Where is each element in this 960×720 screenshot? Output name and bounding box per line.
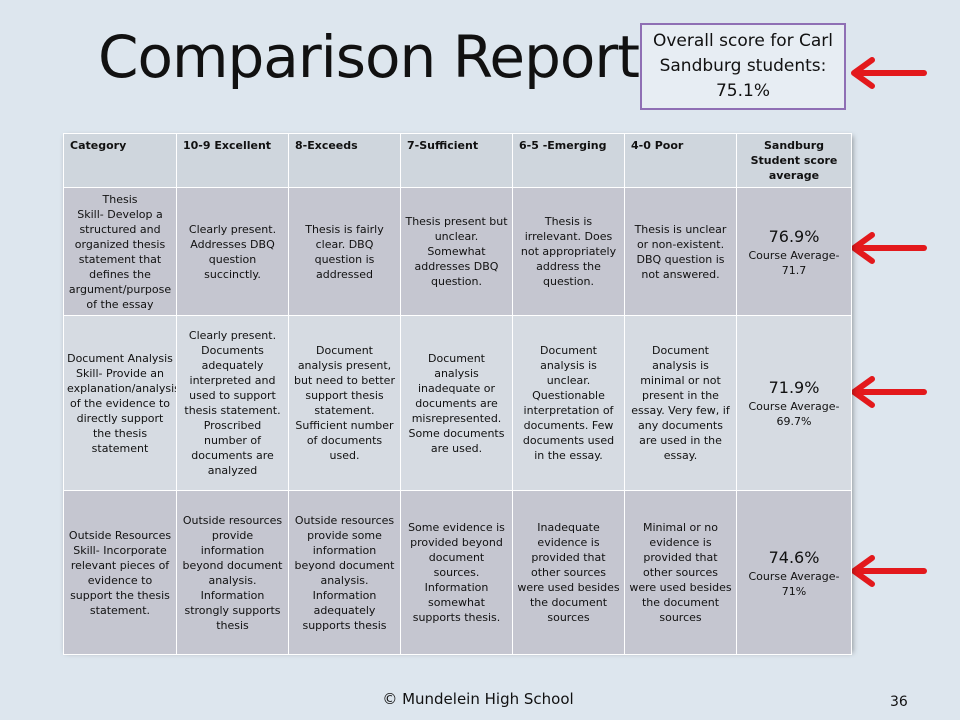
table-row: Document Analysis Skill- Provide an expl… [63, 315, 852, 491]
column-header: 8-Exceeds [288, 133, 401, 188]
score-cell: 71.9% Course Average- 69.7% [736, 315, 852, 491]
page-number: 36 [890, 694, 908, 710]
red-arrow-icon [851, 376, 927, 408]
category-cell: Thesis Skill- Develop a structured and o… [63, 187, 177, 316]
table-row: Outside Resources Skill- Incorporate rel… [63, 490, 852, 655]
rubric-cell: Some evidence is provided beyond documen… [400, 490, 513, 655]
red-arrow-icon [851, 232, 927, 264]
column-header: 7-Sufficient [400, 133, 513, 188]
rubric-cell: Outside resources provide information be… [176, 490, 289, 655]
score-value: 74.6% [768, 547, 820, 567]
overall-score-callout: Overall score for Carl Sandburg students… [640, 23, 846, 110]
column-header: 4-0 Poor [624, 133, 737, 188]
table-header-row: Category 10-9 Excellent 8-Exceeds 7-Suff… [63, 133, 852, 188]
course-average: Course Average- 71.7 [748, 248, 840, 277]
page-title: Comparison Reports [98, 23, 669, 91]
rubric-cell: Thesis present but unclear. Somewhat add… [400, 187, 513, 316]
rubric-cell: Thesis is irrelevant. Does not appropria… [512, 187, 625, 316]
column-header: 6-5 -Emerging [512, 133, 625, 188]
rubric-cell: Thesis is fairly clear. DBQ question is … [288, 187, 401, 316]
rubric-cell: Minimal or no evidence is provided that … [624, 490, 737, 655]
rubric-cell: Inadequate evidence is provided that oth… [512, 490, 625, 655]
category-cell: Document Analysis Skill- Provide an expl… [63, 315, 177, 491]
rubric-cell: Document analysis present, but need to b… [288, 315, 401, 491]
rubric-table-container: Category 10-9 Excellent 8-Exceeds 7-Suff… [63, 133, 852, 655]
score-cell: 76.9% Course Average- 71.7 [736, 187, 852, 316]
red-arrow-icon [851, 57, 927, 89]
rubric-cell: Document analysis inadequate or document… [400, 315, 513, 491]
rubric-table: Category 10-9 Excellent 8-Exceeds 7-Suff… [63, 133, 852, 655]
rubric-cell: Document analysis is unclear. Questionab… [512, 315, 625, 491]
column-header: Sandburg Student score average [736, 133, 852, 188]
rubric-cell: Clearly present. Documents adequately in… [176, 315, 289, 491]
score-cell: 74.6% Course Average- 71% [736, 490, 852, 655]
rubric-cell: Outside resources provide some informati… [288, 490, 401, 655]
footer-copyright: © Mundelein High School [382, 690, 574, 708]
column-header: Category [63, 133, 177, 188]
rubric-cell: Thesis is unclear or non-existent. DBQ q… [624, 187, 737, 316]
course-average: Course Average- 71% [748, 569, 840, 598]
rubric-cell: Document analysis is minimal or not pres… [624, 315, 737, 491]
score-value: 71.9% [768, 378, 820, 397]
course-average: Course Average- 69.7% [748, 400, 840, 428]
column-header: 10-9 Excellent [176, 133, 289, 188]
red-arrow-icon [851, 555, 927, 587]
score-value: 76.9% [768, 226, 820, 246]
rubric-cell: Clearly present. Addresses DBQ question … [176, 187, 289, 316]
category-cell: Outside Resources Skill- Incorporate rel… [63, 490, 177, 655]
table-row: Thesis Skill- Develop a structured and o… [63, 187, 852, 316]
